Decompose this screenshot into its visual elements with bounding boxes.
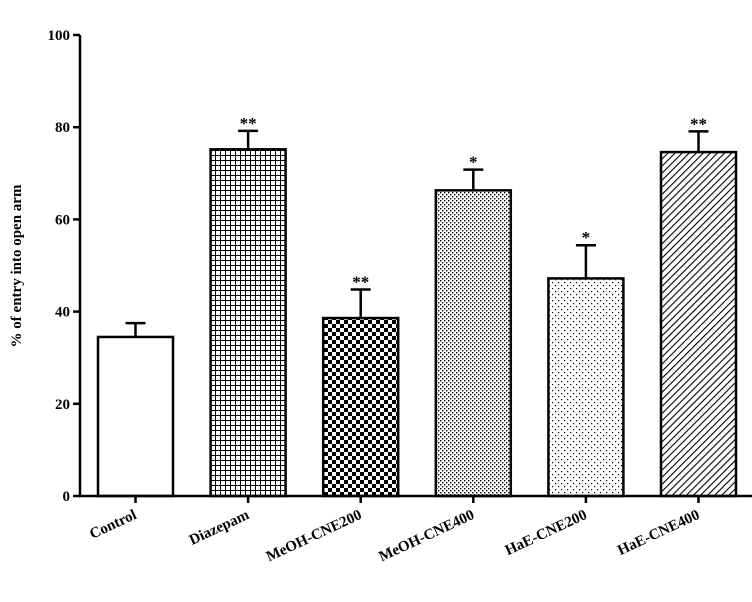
bar-meoh-cne400 — [434, 189, 513, 498]
y-tick-label: 40 — [55, 305, 70, 321]
bar-hae-cne200 — [547, 277, 625, 498]
significance-label: ** — [352, 272, 369, 291]
bar-meoh-cne200 — [321, 316, 400, 498]
x-tick-label: HaE-CNE400 — [615, 507, 702, 559]
y-tick-label: 100 — [48, 28, 71, 44]
x-tick-label: Diazepam — [187, 507, 252, 549]
x-tick-label: MeOH-CNE400 — [377, 507, 477, 565]
significance-label: * — [582, 228, 591, 247]
bar-control — [96, 335, 175, 498]
y-axis-title: % of entry into open arm — [9, 184, 25, 347]
y-tick-label: 20 — [55, 397, 70, 413]
significance-label: * — [469, 153, 478, 172]
x-axis-labels: Control Diazepam MeOH-CNE200 MeOH-CNE400 HaE… — [87, 496, 702, 565]
x-tick-label: HaE-CNE200 — [503, 507, 590, 559]
y-tick-label: 0 — [63, 489, 71, 505]
bars-group: ******** — [96, 114, 738, 498]
significance-label: ** — [240, 114, 257, 133]
bar-hae-cne400 — [659, 150, 738, 498]
x-tick-label: Control — [87, 507, 139, 543]
y-axis-ticks: 0 20 40 60 80 100 — [48, 28, 80, 505]
x-tick-label: MeOH-CNE200 — [264, 507, 364, 565]
y-tick-label: 80 — [55, 120, 70, 136]
y-tick-label: 60 — [55, 212, 70, 228]
bar-diazepam — [209, 148, 287, 498]
significance-label: ** — [690, 114, 707, 133]
